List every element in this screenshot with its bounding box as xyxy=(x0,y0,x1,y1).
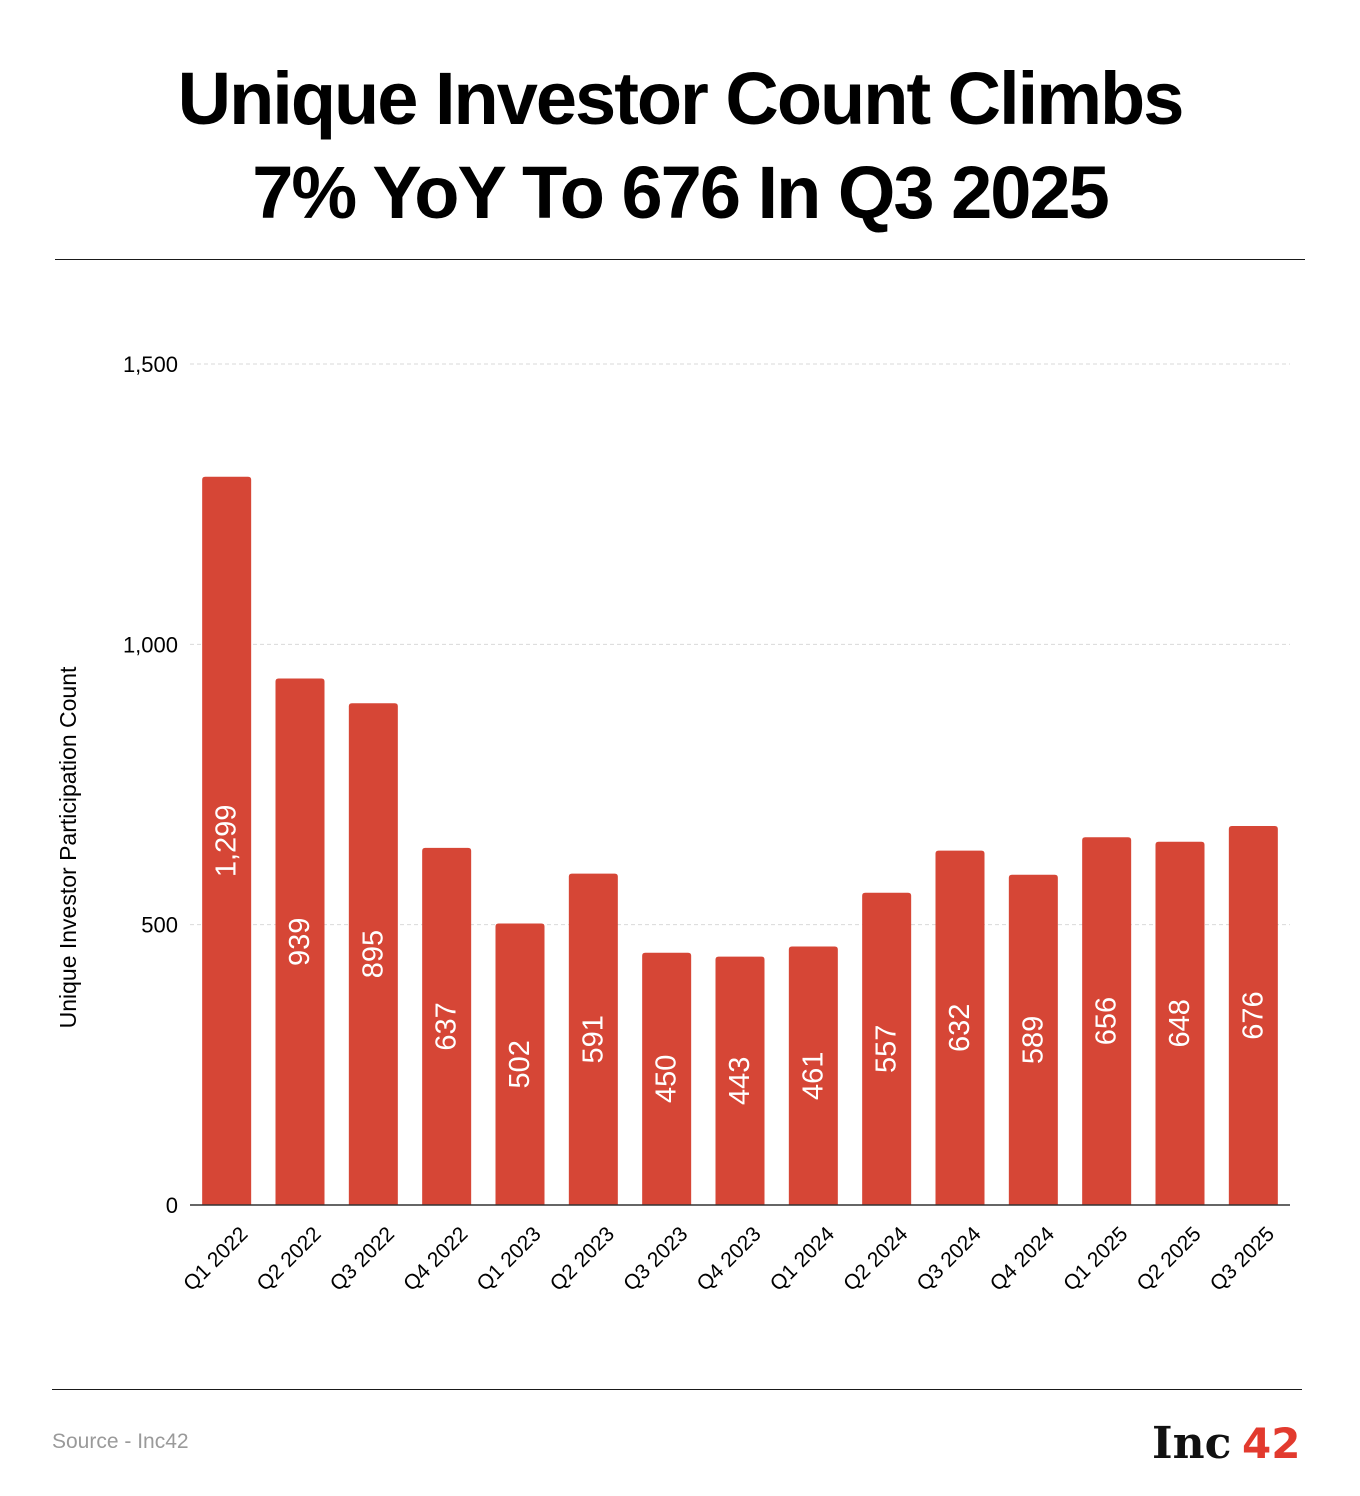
bar-value-label: 676 xyxy=(1237,991,1269,1039)
logo-text: Inc xyxy=(1152,1418,1231,1469)
chart-title-line-2: 7% YoY To 676 In Q3 2025 xyxy=(252,151,1110,234)
bar xyxy=(568,873,618,1205)
x-tick-label: Q1 2023 xyxy=(472,1222,545,1295)
top-divider xyxy=(55,259,1305,260)
bar-value-label: 589 xyxy=(1017,1016,1049,1064)
bar-value-label: 895 xyxy=(357,930,389,978)
x-tick-label: Q2 2024 xyxy=(839,1222,912,1295)
x-tick-label: Q2 2022 xyxy=(252,1222,325,1295)
bar-value-label: 1,299 xyxy=(211,805,243,878)
y-tick-label: 0 xyxy=(166,1193,178,1218)
bar xyxy=(788,946,838,1205)
y-axis-label: Unique Investor Participation Count xyxy=(55,666,81,1028)
bar-value-label: 632 xyxy=(944,1004,976,1052)
bar xyxy=(862,892,912,1205)
inc42-logo: Inc 42 xyxy=(1152,1418,1297,1469)
bottom-divider xyxy=(52,1389,1302,1390)
bar-value-label: 637 xyxy=(431,1002,463,1050)
x-tick-label: Q2 2023 xyxy=(546,1222,619,1295)
bar xyxy=(422,847,472,1205)
x-tick-label: Q3 2024 xyxy=(912,1222,985,1295)
x-tick-label: Q1 2024 xyxy=(766,1222,839,1295)
bar-chart: 0 500 1,000 1,500 1,299 939 895 637 502 591 450 44… xyxy=(55,352,1290,1296)
bar xyxy=(642,952,692,1205)
bar xyxy=(1155,841,1205,1205)
x-tick-label: Q3 2025 xyxy=(1206,1222,1279,1295)
bar-value-label: 939 xyxy=(284,918,316,966)
bar xyxy=(275,678,325,1205)
x-axis-ticks: Q1 2022 Q2 2022 Q3 2022 Q4 2022 Q1 2023 Q2 20… xyxy=(179,1222,1279,1295)
bar-value-label: 656 xyxy=(1091,997,1123,1045)
x-tick-label: Q1 2022 xyxy=(179,1222,252,1295)
bars: 1,299 939 895 637 502 591 450 443 461 557 632 589 65… xyxy=(202,476,1278,1206)
y-tick-label: 1,000 xyxy=(123,632,178,657)
x-tick-label: Q4 2024 xyxy=(986,1222,1059,1295)
bar xyxy=(935,850,985,1205)
logo-accent-text: 42 xyxy=(1242,1419,1297,1468)
bar-value-label: 591 xyxy=(577,1015,609,1063)
bar-value-label: 461 xyxy=(797,1052,829,1100)
bar xyxy=(348,703,398,1205)
y-tick-label: 1,500 xyxy=(123,352,178,377)
x-tick-label: Q2 2025 xyxy=(1132,1222,1205,1295)
bar-value-label: 648 xyxy=(1164,999,1196,1047)
bar xyxy=(1228,825,1278,1205)
chart-title: Unique Investor Count Climbs 7% YoY To 6… xyxy=(40,52,1320,240)
x-tick-label: Q1 2025 xyxy=(1059,1222,1132,1295)
x-tick-label: Q3 2023 xyxy=(619,1222,692,1295)
y-axis-ticks: 0 500 1,000 1,500 xyxy=(123,352,178,1218)
bar-value-label: 450 xyxy=(651,1055,683,1103)
bar xyxy=(202,476,252,1206)
chart-title-line-1: Unique Investor Count Climbs xyxy=(177,57,1185,140)
x-tick-label: Q3 2022 xyxy=(326,1222,399,1295)
bar xyxy=(1082,837,1132,1205)
bar-value-label: 443 xyxy=(724,1057,756,1105)
bar xyxy=(1008,874,1058,1205)
bar xyxy=(495,923,545,1205)
source-note: Source - Inc42 xyxy=(52,1430,189,1453)
bar xyxy=(715,956,765,1205)
y-tick-label: 500 xyxy=(141,913,178,938)
bar-value-label: 557 xyxy=(871,1025,903,1073)
x-tick-label: Q4 2023 xyxy=(692,1222,765,1295)
x-tick-label: Q4 2022 xyxy=(399,1222,472,1295)
bar-value-label: 502 xyxy=(504,1040,536,1088)
